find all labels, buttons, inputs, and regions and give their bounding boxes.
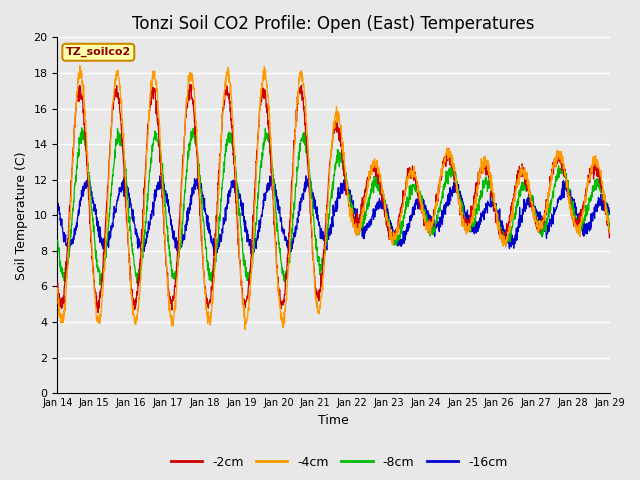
Text: TZ_soilco2: TZ_soilco2 (66, 47, 131, 58)
Y-axis label: Soil Temperature (C): Soil Temperature (C) (15, 151, 28, 279)
Legend: -2cm, -4cm, -8cm, -16cm: -2cm, -4cm, -8cm, -16cm (166, 451, 513, 474)
X-axis label: Time: Time (318, 414, 349, 427)
Title: Tonzi Soil CO2 Profile: Open (East) Temperatures: Tonzi Soil CO2 Profile: Open (East) Temp… (132, 15, 535, 33)
